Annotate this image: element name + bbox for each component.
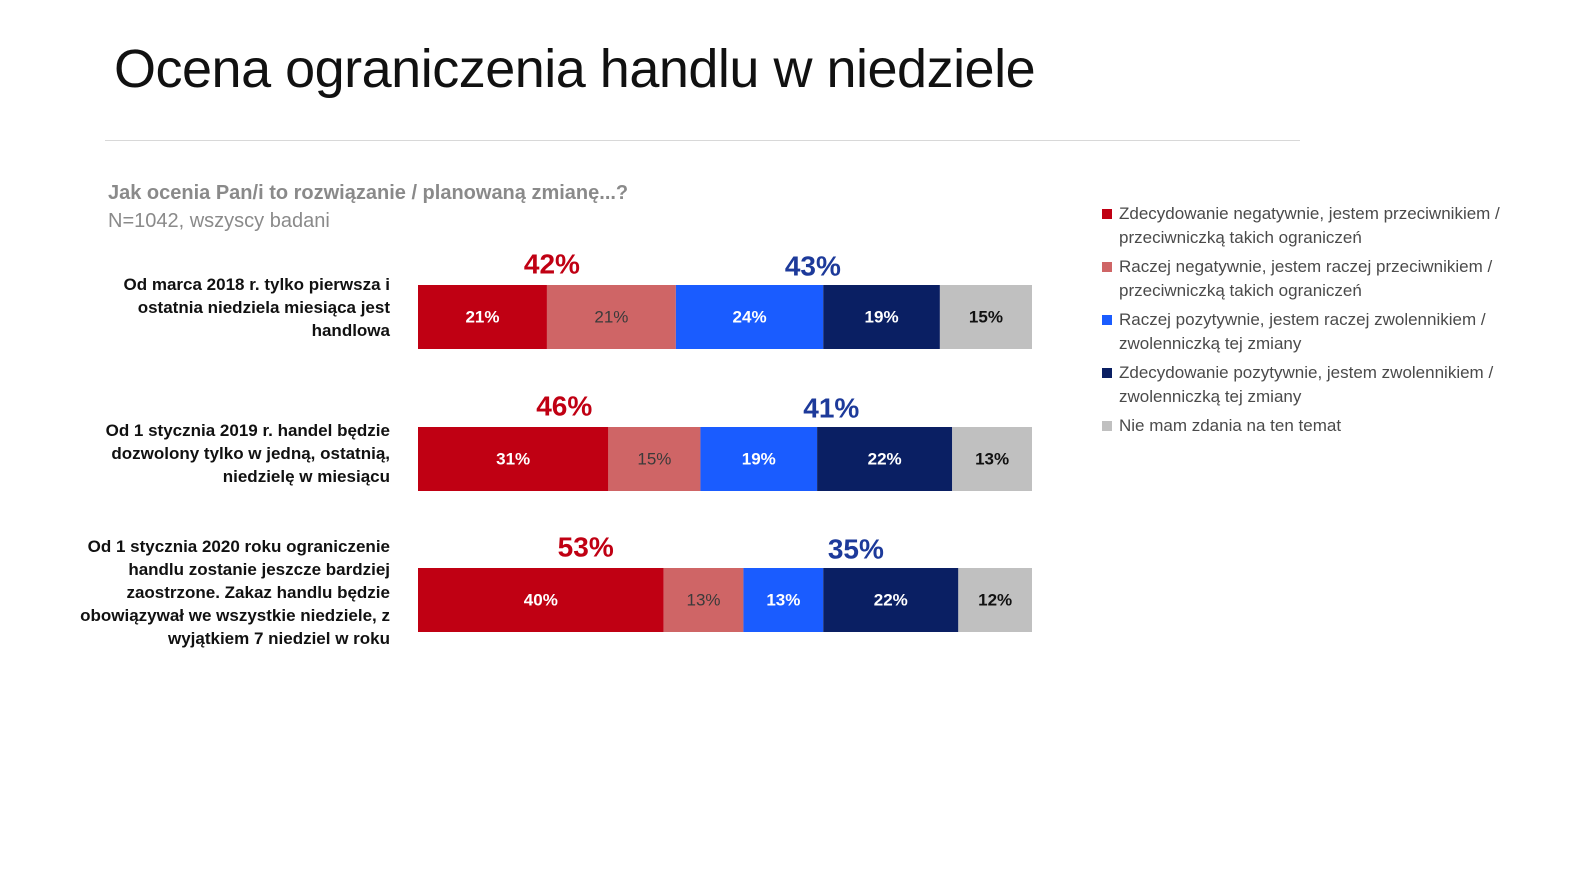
bar-segment: [823, 568, 959, 632]
bar-value-label: 19%: [742, 450, 776, 469]
stacked-bar-chart: 21% 21% 24% 19% 15% 42% 43% 31% 15% 19% 22% 13% 46% 4…: [418, 249, 1032, 632]
negative-total-label: 53%: [558, 532, 614, 563]
positive-total-label: 43%: [785, 251, 841, 282]
bar-segment: [418, 427, 609, 491]
positive-total-label: 41%: [803, 393, 859, 424]
bar-value-label: 21%: [465, 308, 499, 327]
bar-segment: [952, 427, 1032, 491]
bar-value-label: 24%: [733, 308, 767, 327]
bar-value-label: 19%: [865, 308, 899, 327]
bar-value-label: 22%: [874, 591, 908, 610]
title-divider: [105, 140, 1300, 141]
bar-segment: [823, 285, 940, 349]
legend-swatch: [1102, 315, 1112, 325]
legend-label: Zdecydowanie pozytywnie, jestem zwolenni…: [1119, 363, 1494, 406]
bar-segment: [663, 568, 744, 632]
bar-value-label: 13%: [686, 591, 720, 610]
positive-total-label: 35%: [828, 534, 884, 565]
legend-swatch: [1102, 262, 1112, 272]
bar-segment: [418, 568, 664, 632]
legend-label: Raczej pozytywnie, jestem raczej zwolenn…: [1119, 310, 1486, 353]
legend-item: Raczej pozytywnie, jestem raczej zwolenn…: [1102, 308, 1562, 356]
negative-total-label: 46%: [536, 391, 592, 422]
legend-item: Zdecydowanie pozytywnie, jestem zwolenni…: [1102, 361, 1562, 409]
bar-value-label: 40%: [524, 591, 558, 610]
legend-label: Zdecydowanie negatywnie, jestem przeciwn…: [1119, 204, 1500, 247]
bar-value-label: 15%: [969, 308, 1003, 327]
category-label: Od 1 stycznia 2019 r. handel będzie dozw…: [105, 421, 390, 486]
bar-value-label: 21%: [594, 308, 628, 327]
bar-segment: [958, 568, 1032, 632]
bar-value-label: 31%: [496, 450, 530, 469]
bar-value-label: 12%: [978, 591, 1012, 610]
legend-label: Nie mam zdania na ten temat: [1119, 416, 1342, 435]
chart-legend: Zdecydowanie negatywnie, jestem przeciwn…: [1102, 202, 1562, 443]
bar-segment: [817, 427, 953, 491]
bar-segment: [700, 427, 818, 491]
bar-value-label: 13%: [766, 591, 800, 610]
bar-segment: [743, 568, 824, 632]
bar-segment: [675, 285, 824, 349]
bar-segment: [939, 285, 1032, 349]
legend-label: Raczej negatywnie, jestem raczej przeciw…: [1119, 257, 1493, 300]
bar-segment: [418, 285, 547, 349]
legend-item: Raczej negatywnie, jestem raczej przeciw…: [1102, 255, 1562, 303]
category-label: Od marca 2018 r. tylko pierwsza i ostatn…: [123, 275, 390, 340]
chart-subtitle: Jak ocenia Pan/i to rozwiązanie / planow…: [108, 182, 629, 204]
sample-note: N=1042, wszyscy badani: [108, 210, 330, 232]
legend-swatch: [1102, 209, 1112, 219]
category-label: Od 1 stycznia 2020 roku ograniczenie han…: [80, 537, 390, 648]
bar-segment: [608, 427, 701, 491]
legend-item: Zdecydowanie negatywnie, jestem przeciwn…: [1102, 202, 1562, 250]
legend-item: Nie mam zdania na ten temat: [1102, 414, 1562, 438]
bar-value-label: 22%: [868, 450, 902, 469]
bar-value-label: 13%: [975, 450, 1009, 469]
negative-total-label: 42%: [524, 249, 580, 280]
bar-segment: [546, 285, 676, 349]
legend-swatch: [1102, 421, 1112, 431]
legend-swatch: [1102, 368, 1112, 378]
page-title: Ocena ograniczenia handlu w niedziele: [114, 39, 1036, 99]
bar-value-label: 15%: [637, 450, 671, 469]
